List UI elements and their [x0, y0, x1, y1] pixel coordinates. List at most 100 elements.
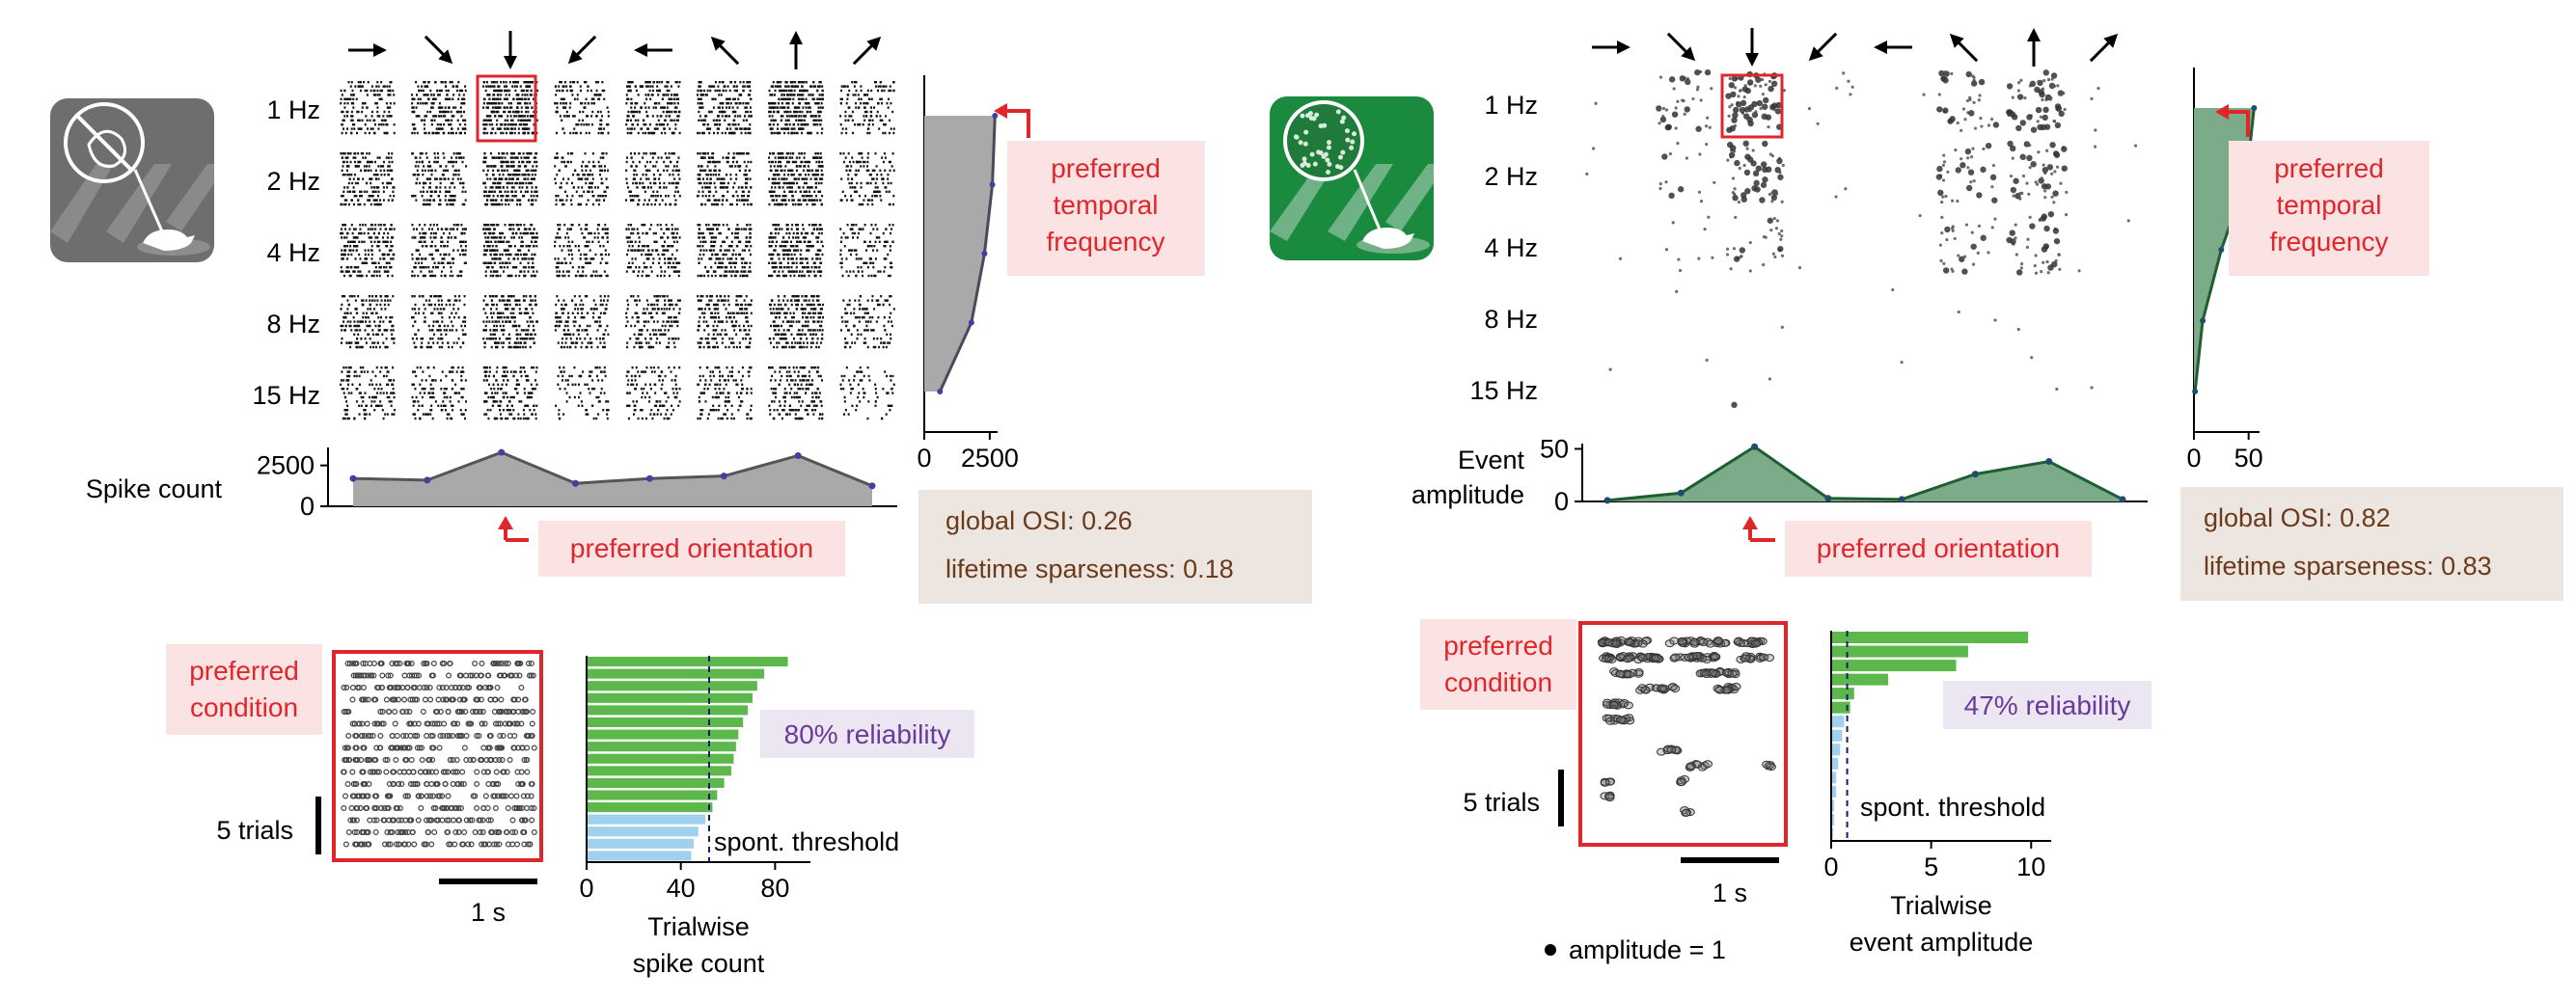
raster-cell: [625, 366, 681, 420]
event-cell: [1658, 142, 1716, 203]
direction-arrows: [1592, 28, 2119, 67]
event-cell: [1922, 93, 1926, 96]
freq-label: 1 Hz: [1484, 91, 1538, 120]
trialwise-tick-label: 5: [1924, 852, 1938, 881]
trial-bar: [588, 717, 744, 728]
pref-tf-callout: preferred temporal frequency: [2215, 104, 2429, 276]
trialwise-xlabel: event amplitude: [1850, 928, 2034, 957]
event-cell: [1807, 71, 1854, 125]
arrow-left-icon: [1874, 41, 1912, 54]
raster-cell: [697, 224, 753, 278]
event-cell: [1938, 215, 1997, 275]
amplitude-legend-dot: [1545, 944, 1556, 956]
raster-cell: [411, 152, 467, 206]
orientation-area: [353, 452, 872, 506]
raster-cell: [555, 366, 610, 420]
pref-condition-label-2: condition: [1444, 667, 1552, 697]
arrow-up-icon: [789, 31, 803, 69]
tf-area: [924, 116, 996, 392]
raster-cell: [625, 81, 681, 135]
orientation-point: [645, 474, 653, 482]
orientation-point: [1824, 495, 1832, 502]
orientation-point: [1751, 443, 1759, 450]
event-cell: [1797, 265, 1802, 270]
trial-bar: [588, 826, 699, 837]
trial-bar: [1832, 799, 1835, 812]
raster-cell: [625, 224, 681, 278]
event-cell: [1608, 367, 1612, 371]
event-amplitude-ylabel-1: Event: [1458, 446, 1525, 474]
arrow-up-right-icon: [2089, 33, 2119, 63]
orientation-line: [1606, 445, 2124, 502]
frequency-labels: 1 Hz 2 Hz 4 Hz 8 Hz 15 Hz: [1469, 91, 1538, 405]
tf-point: [2200, 317, 2206, 324]
orientation-line: [352, 450, 873, 488]
raster-cell: [482, 295, 538, 349]
trial-bar: [1832, 645, 1968, 658]
trial-bar: [1832, 785, 1837, 798]
orientation-point: [794, 451, 802, 459]
tf-point: [981, 251, 988, 257]
trial-bar: [1832, 813, 1835, 825]
trial-bar: [588, 802, 713, 813]
trial-bar: [1832, 757, 1839, 770]
reliability-box: 80% reliability: [760, 710, 974, 758]
orientation-tick-label: 0: [300, 492, 315, 521]
orientation-point: [868, 482, 876, 490]
trial-bar: [1832, 688, 1854, 700]
orientation-tick-label: 2500: [257, 451, 315, 480]
raster-cell: [839, 152, 895, 206]
trials-label: 5 trials: [1463, 788, 1540, 817]
freq-label: 8 Hz: [1484, 305, 1538, 334]
lifetime-sparseness: lifetime sparseness: 0.18: [945, 555, 1234, 583]
pref-condition-callout: preferred condition: [166, 644, 322, 735]
pref-condition-callout: preferred condition: [1420, 619, 1576, 710]
pref-orientation-label: preferred orientation: [1817, 533, 2060, 563]
trial-bar: [588, 753, 734, 764]
event-cell: [2090, 386, 2094, 390]
orientation-tick-label: 50: [1540, 434, 1569, 463]
orientation-point: [1898, 496, 1905, 503]
freq-label: 4 Hz: [266, 238, 320, 267]
reliability-box: 47% reliability: [1943, 681, 2151, 729]
trial-bar: [588, 729, 739, 740]
freq-label: 8 Hz: [266, 310, 320, 338]
raster-cell: [554, 224, 610, 278]
event-cell: [1900, 361, 1904, 365]
event-cell: [1675, 289, 1679, 293]
trial-bar: [588, 681, 757, 691]
arrow-down-right-icon: [1666, 32, 1696, 62]
pref-tf-label-2: temporal: [2277, 190, 2382, 220]
pref-orientation-label: preferred orientation: [570, 533, 813, 563]
pref-tf-label-2: temporal: [1054, 190, 1159, 220]
raster-cell: [768, 295, 824, 349]
event-cell: [1585, 147, 1596, 176]
trial-bar: [1832, 632, 2029, 644]
event-cell: [1594, 101, 1598, 105]
trial-bar: [588, 790, 718, 800]
raster-grid: [340, 81, 895, 420]
mouse-running-ophys-icon: [1270, 96, 1434, 260]
orientation-point: [2119, 496, 2126, 503]
orientation-point: [720, 473, 727, 480]
trialwise-bar-chart: 0 40 80 Trialwise spike count: [579, 656, 810, 978]
raster-cell: [482, 152, 538, 206]
pref-tf-label-3: frequency: [1047, 227, 1165, 257]
event-grid: [1585, 68, 2138, 409]
raster-cell: [697, 152, 753, 206]
arrow-up-left-icon: [710, 36, 740, 66]
tf-point: [937, 389, 944, 394]
time-label: 1 s: [1713, 879, 1747, 907]
raster-cell: [839, 366, 895, 420]
freq-label: 4 Hz: [1484, 233, 1538, 262]
raster-cell: [768, 366, 824, 420]
event-cell: [1705, 358, 1709, 363]
reliability-label: 47% reliability: [1964, 690, 2131, 720]
amplitude-legend: amplitude = 1: [1569, 935, 1726, 964]
raster-cell: [411, 224, 467, 278]
event-cell: [2030, 356, 2059, 392]
event-cell: [2007, 140, 2069, 204]
event-cell: [1731, 377, 1772, 409]
raster-cell: [411, 81, 467, 135]
tf-point: [989, 181, 996, 188]
